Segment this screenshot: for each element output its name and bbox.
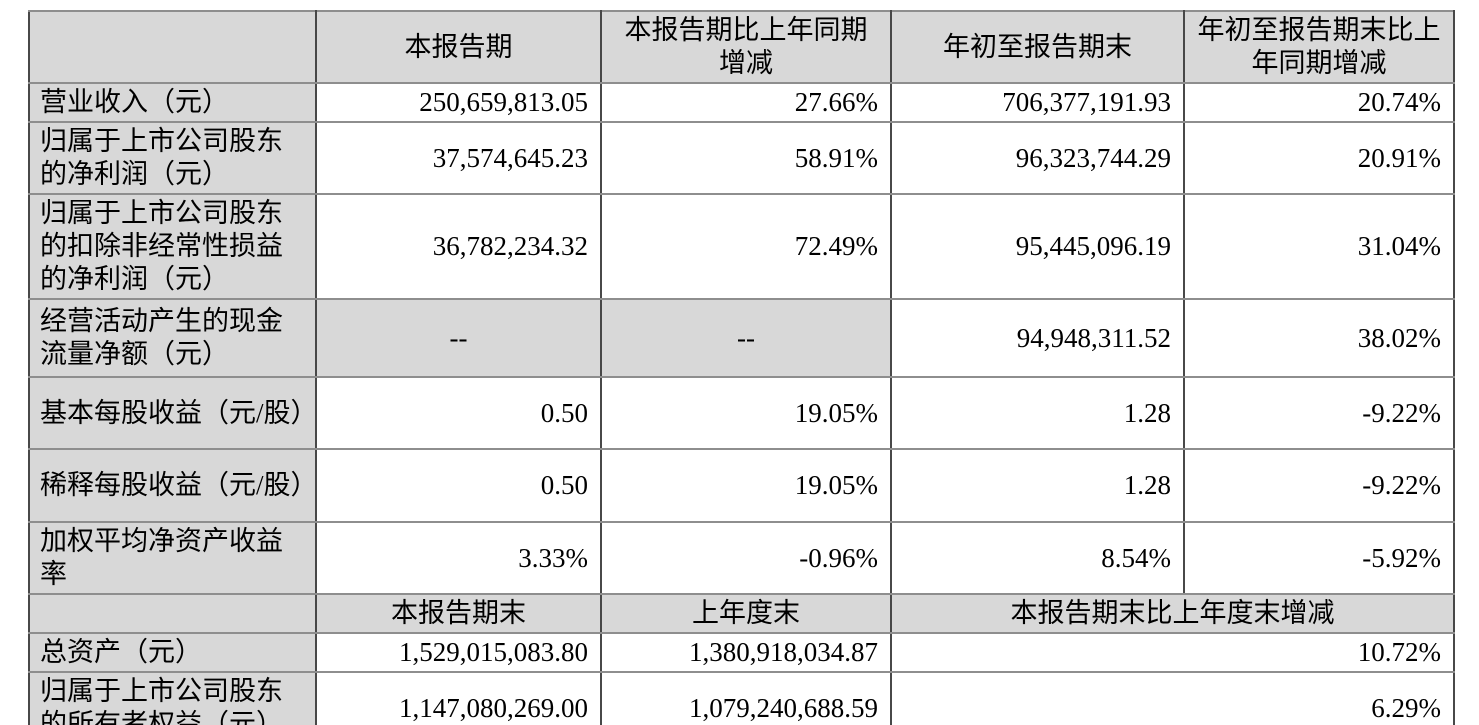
subheader-row: 本报告期末 上年度末 本报告期末比上年度末增减 [28,593,1455,634]
value-current-yoy: 72.49% [600,193,892,300]
row-label: 稀释每股收益（元/股） [28,448,317,523]
empty-subheader-cell [28,593,317,634]
header-row: 本报告期 本报告期比上年同期增减 年初至报告期末 年初至报告期末比上年同期增减 [28,10,1455,84]
subheader-change: 本报告期末比上年度末增减 [890,593,1455,634]
row-label: 加权平均净资产收益率 [28,521,317,595]
value-ytd: 8.54% [890,521,1185,595]
header-ytd-yoy: 年初至报告期末比上年同期增减 [1183,10,1455,84]
value-ytd-yoy: 20.91% [1183,121,1455,195]
value-ytd: 95,445,096.19 [890,193,1185,300]
table-row-revenue: 营业收入（元） 250,659,813.05 27.66% 706,377,19… [28,82,1455,123]
value-ytd-yoy: 38.02% [1183,298,1455,378]
value-ytd-yoy: 20.74% [1183,82,1455,123]
header-current-period-yoy: 本报告期比上年同期增减 [600,10,892,84]
value-ytd: 706,377,191.93 [890,82,1185,123]
table-row-basic-eps: 基本每股收益（元/股） 0.50 19.05% 1.28 -9.22% [28,376,1455,450]
value-current-yoy: 19.05% [600,376,892,450]
row-label: 经营活动产生的现金流量净额（元） [28,298,317,378]
table-row-operating-cash-flow: 经营活动产生的现金流量净额（元） -- -- 94,948,311.52 38.… [28,298,1455,378]
row-label: 归属于上市公司股东的所有者权益（元） [28,671,317,725]
value-prior-year-end: 1,079,240,688.59 [600,671,892,725]
value-current-yoy: 58.91% [600,121,892,195]
value-ytd: 1.28 [890,448,1185,523]
value-current: 3.33% [315,521,602,595]
value-current: 250,659,813.05 [315,82,602,123]
value-change: 10.72% [890,632,1455,673]
header-current-period: 本报告期 [315,10,602,84]
value-current: 36,782,234.32 [315,193,602,300]
value-current-yoy: 27.66% [600,82,892,123]
value-current-yoy: -- [600,298,892,378]
value-change: 6.29% [890,671,1455,725]
table-row-total-assets: 总资产（元） 1,529,015,083.80 1,380,918,034.87… [28,632,1455,673]
value-current-yoy: 19.05% [600,448,892,523]
row-label: 基本每股收益（元/股） [28,376,317,450]
value-ytd-yoy: -5.92% [1183,521,1455,595]
row-label: 归属于上市公司股东的净利润（元） [28,121,317,195]
table-row-net-profit-excl-nonrecurring: 归属于上市公司股东的扣除非经常性损益的净利润（元） 36,782,234.32 … [28,193,1455,300]
table-row-owners-equity: 归属于上市公司股东的所有者权益（元） 1,147,080,269.00 1,07… [28,671,1455,725]
table-row-net-profit: 归属于上市公司股东的净利润（元） 37,574,645.23 58.91% 96… [28,121,1455,195]
value-current: 37,574,645.23 [315,121,602,195]
table-row-diluted-eps: 稀释每股收益（元/股） 0.50 19.05% 1.28 -9.22% [28,448,1455,523]
value-end-of-period: 1,147,080,269.00 [315,671,602,725]
value-current: 0.50 [315,376,602,450]
value-ytd: 94,948,311.52 [890,298,1185,378]
empty-header-cell [28,10,317,84]
row-label: 总资产（元） [28,632,317,673]
row-label: 归属于上市公司股东的扣除非经常性损益的净利润（元） [28,193,317,300]
value-prior-year-end: 1,380,918,034.87 [600,632,892,673]
financial-summary-table: 本报告期 本报告期比上年同期增减 年初至报告期末 年初至报告期末比上年同期增减 … [28,10,1455,725]
value-current: 0.50 [315,448,602,523]
value-ytd: 96,323,744.29 [890,121,1185,195]
table-row-weighted-avg-roe: 加权平均净资产收益率 3.33% -0.96% 8.54% -5.92% [28,521,1455,595]
value-current: -- [315,298,602,378]
value-end-of-period: 1,529,015,083.80 [315,632,602,673]
value-ytd-yoy: -9.22% [1183,448,1455,523]
row-label: 营业收入（元） [28,82,317,123]
value-ytd-yoy: -9.22% [1183,376,1455,450]
value-current-yoy: -0.96% [600,521,892,595]
subheader-end-of-period: 本报告期末 [315,593,602,634]
value-ytd: 1.28 [890,376,1185,450]
value-ytd-yoy: 31.04% [1183,193,1455,300]
header-ytd: 年初至报告期末 [890,10,1185,84]
subheader-prior-year-end: 上年度末 [600,593,892,634]
